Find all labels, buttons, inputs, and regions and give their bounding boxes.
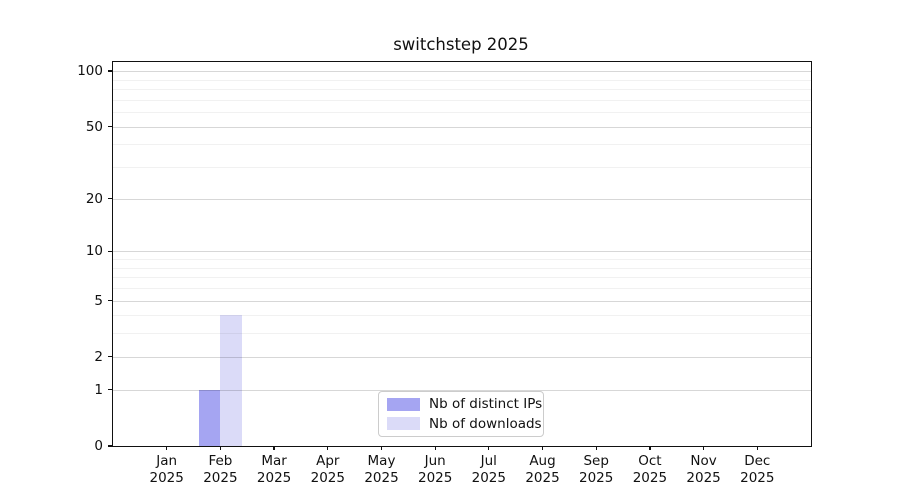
major-gridline [113, 198, 811, 200]
x-axis-tick-label: Nov 2025 [672, 453, 736, 487]
y-axis-tick [108, 356, 112, 358]
chart-title: switchstep 2025 [393, 35, 529, 54]
x-label-month: Jul [480, 453, 497, 469]
legend-label-downloads: Nb of downloads [429, 415, 542, 432]
y-axis-tick [108, 299, 112, 302]
x-axis-tick-label: Aug 2025 [511, 453, 575, 487]
y-axis-tick-label: 100 [77, 63, 103, 80]
y-axis-tick-label: 1 [94, 381, 103, 398]
x-axis-tick-label: Dec 2025 [725, 453, 789, 487]
x-label-year: 2025 [364, 470, 399, 486]
x-label-year: 2025 [740, 470, 775, 486]
major-gridline [113, 300, 811, 302]
major-gridline [113, 389, 811, 391]
plot-area: 0 1 2 5 10 20 50 100 Jan 2025 Feb 2025 Mar 2025 Apr 202… [77, 61, 812, 486]
x-label-month: Dec [744, 453, 771, 469]
x-label-month: Apr [316, 453, 340, 469]
x-label-year: 2025 [256, 470, 292, 486]
x-label-month: Jan [156, 453, 178, 469]
x-label-year: 2025 [632, 470, 668, 486]
x-axis-tick [327, 446, 329, 450]
bar-distinct-ips [198, 389, 221, 446]
y-axis-tick-label: 0 [94, 438, 103, 454]
minor-gridline [113, 167, 811, 169]
x-axis-tick-label: Feb 2025 [188, 453, 252, 487]
x-axis-tick [756, 446, 758, 450]
x-label-month: Nov [690, 453, 717, 469]
x-label-year: 2025 [418, 470, 453, 486]
x-label-year: 2025 [525, 470, 560, 486]
x-label-year: 2025 [149, 470, 184, 486]
y-axis-tick [108, 389, 112, 391]
x-axis-tick [434, 446, 436, 450]
y-axis-tick-label: 5 [94, 292, 103, 309]
x-axis-tick [541, 446, 544, 450]
y-axis-tick [108, 70, 112, 72]
x-label-month: May [367, 453, 396, 469]
minor-gridline [113, 99, 811, 101]
x-label-year: 2025 [203, 470, 238, 486]
x-axis-tick [702, 446, 705, 450]
minor-gridline [113, 287, 811, 289]
minor-gridline [113, 79, 811, 81]
x-axis-tick-label: Jul 2025 [457, 453, 521, 487]
y-axis-tick [108, 250, 112, 252]
x-axis-tick-label: Apr 2025 [296, 453, 360, 487]
legend: Nb of distinct IPs Nb of downloads [378, 391, 544, 437]
minor-gridline [113, 112, 811, 114]
x-axis-tick [649, 446, 651, 450]
legend-entry-distinct-ips: Nb of distinct IPs [387, 395, 542, 414]
legend-label-distinct-ips: Nb of distinct IPs [429, 396, 543, 413]
minor-gridline [113, 315, 811, 317]
x-axis-tick-label: Sep 2025 [564, 453, 628, 487]
x-label-month: Oct [638, 453, 662, 469]
x-axis-tick-label: Jan 2025 [135, 453, 199, 487]
minor-gridline [113, 89, 811, 90]
major-gridline [113, 71, 811, 73]
y-axis-tick [108, 125, 112, 128]
x-axis-tick-label: Mar 2025 [242, 453, 306, 487]
y-axis-tick [108, 445, 112, 447]
x-label-year: 2025 [686, 470, 721, 486]
x-label-month: Mar [261, 453, 287, 469]
legend-swatch-distinct-ips [387, 397, 420, 411]
major-gridline [113, 356, 811, 358]
x-axis-tick-label: May 2025 [350, 453, 414, 487]
y-axis-tick-label: 20 [85, 190, 103, 207]
x-axis-tick-label: Jun 2025 [403, 453, 467, 487]
bar-downloads [220, 315, 242, 446]
major-gridline [113, 251, 811, 253]
x-axis-tick [380, 446, 383, 450]
legend-swatch-downloads [387, 417, 420, 431]
y-axis-tick-label: 2 [94, 348, 103, 365]
y-axis-tick-label: 50 [85, 118, 103, 135]
x-axis-tick [273, 446, 275, 450]
x-axis-tick-label: Oct 2025 [618, 453, 682, 487]
minor-gridline [113, 277, 811, 279]
x-label-year: 2025 [579, 470, 614, 486]
y-axis-tick [108, 198, 112, 200]
x-label-month: Sep [583, 453, 609, 469]
x-axis-tick [219, 446, 222, 450]
x-axis-tick [595, 446, 597, 450]
x-label-year: 2025 [310, 470, 345, 486]
major-gridline [113, 126, 811, 128]
x-label-month: Aug [529, 453, 556, 469]
minor-gridline [113, 267, 811, 269]
minor-gridline [113, 333, 811, 335]
x-label-month: Feb [208, 453, 233, 469]
x-label-month: Jun [424, 453, 446, 469]
y-axis-tick-label: 10 [85, 243, 103, 260]
minor-gridline [113, 144, 811, 146]
x-axis-tick [488, 446, 490, 450]
legend-entry-downloads: Nb of downloads [387, 414, 542, 433]
x-axis-tick [166, 446, 168, 450]
minor-gridline [113, 259, 811, 260]
x-label-year: 2025 [471, 470, 506, 486]
